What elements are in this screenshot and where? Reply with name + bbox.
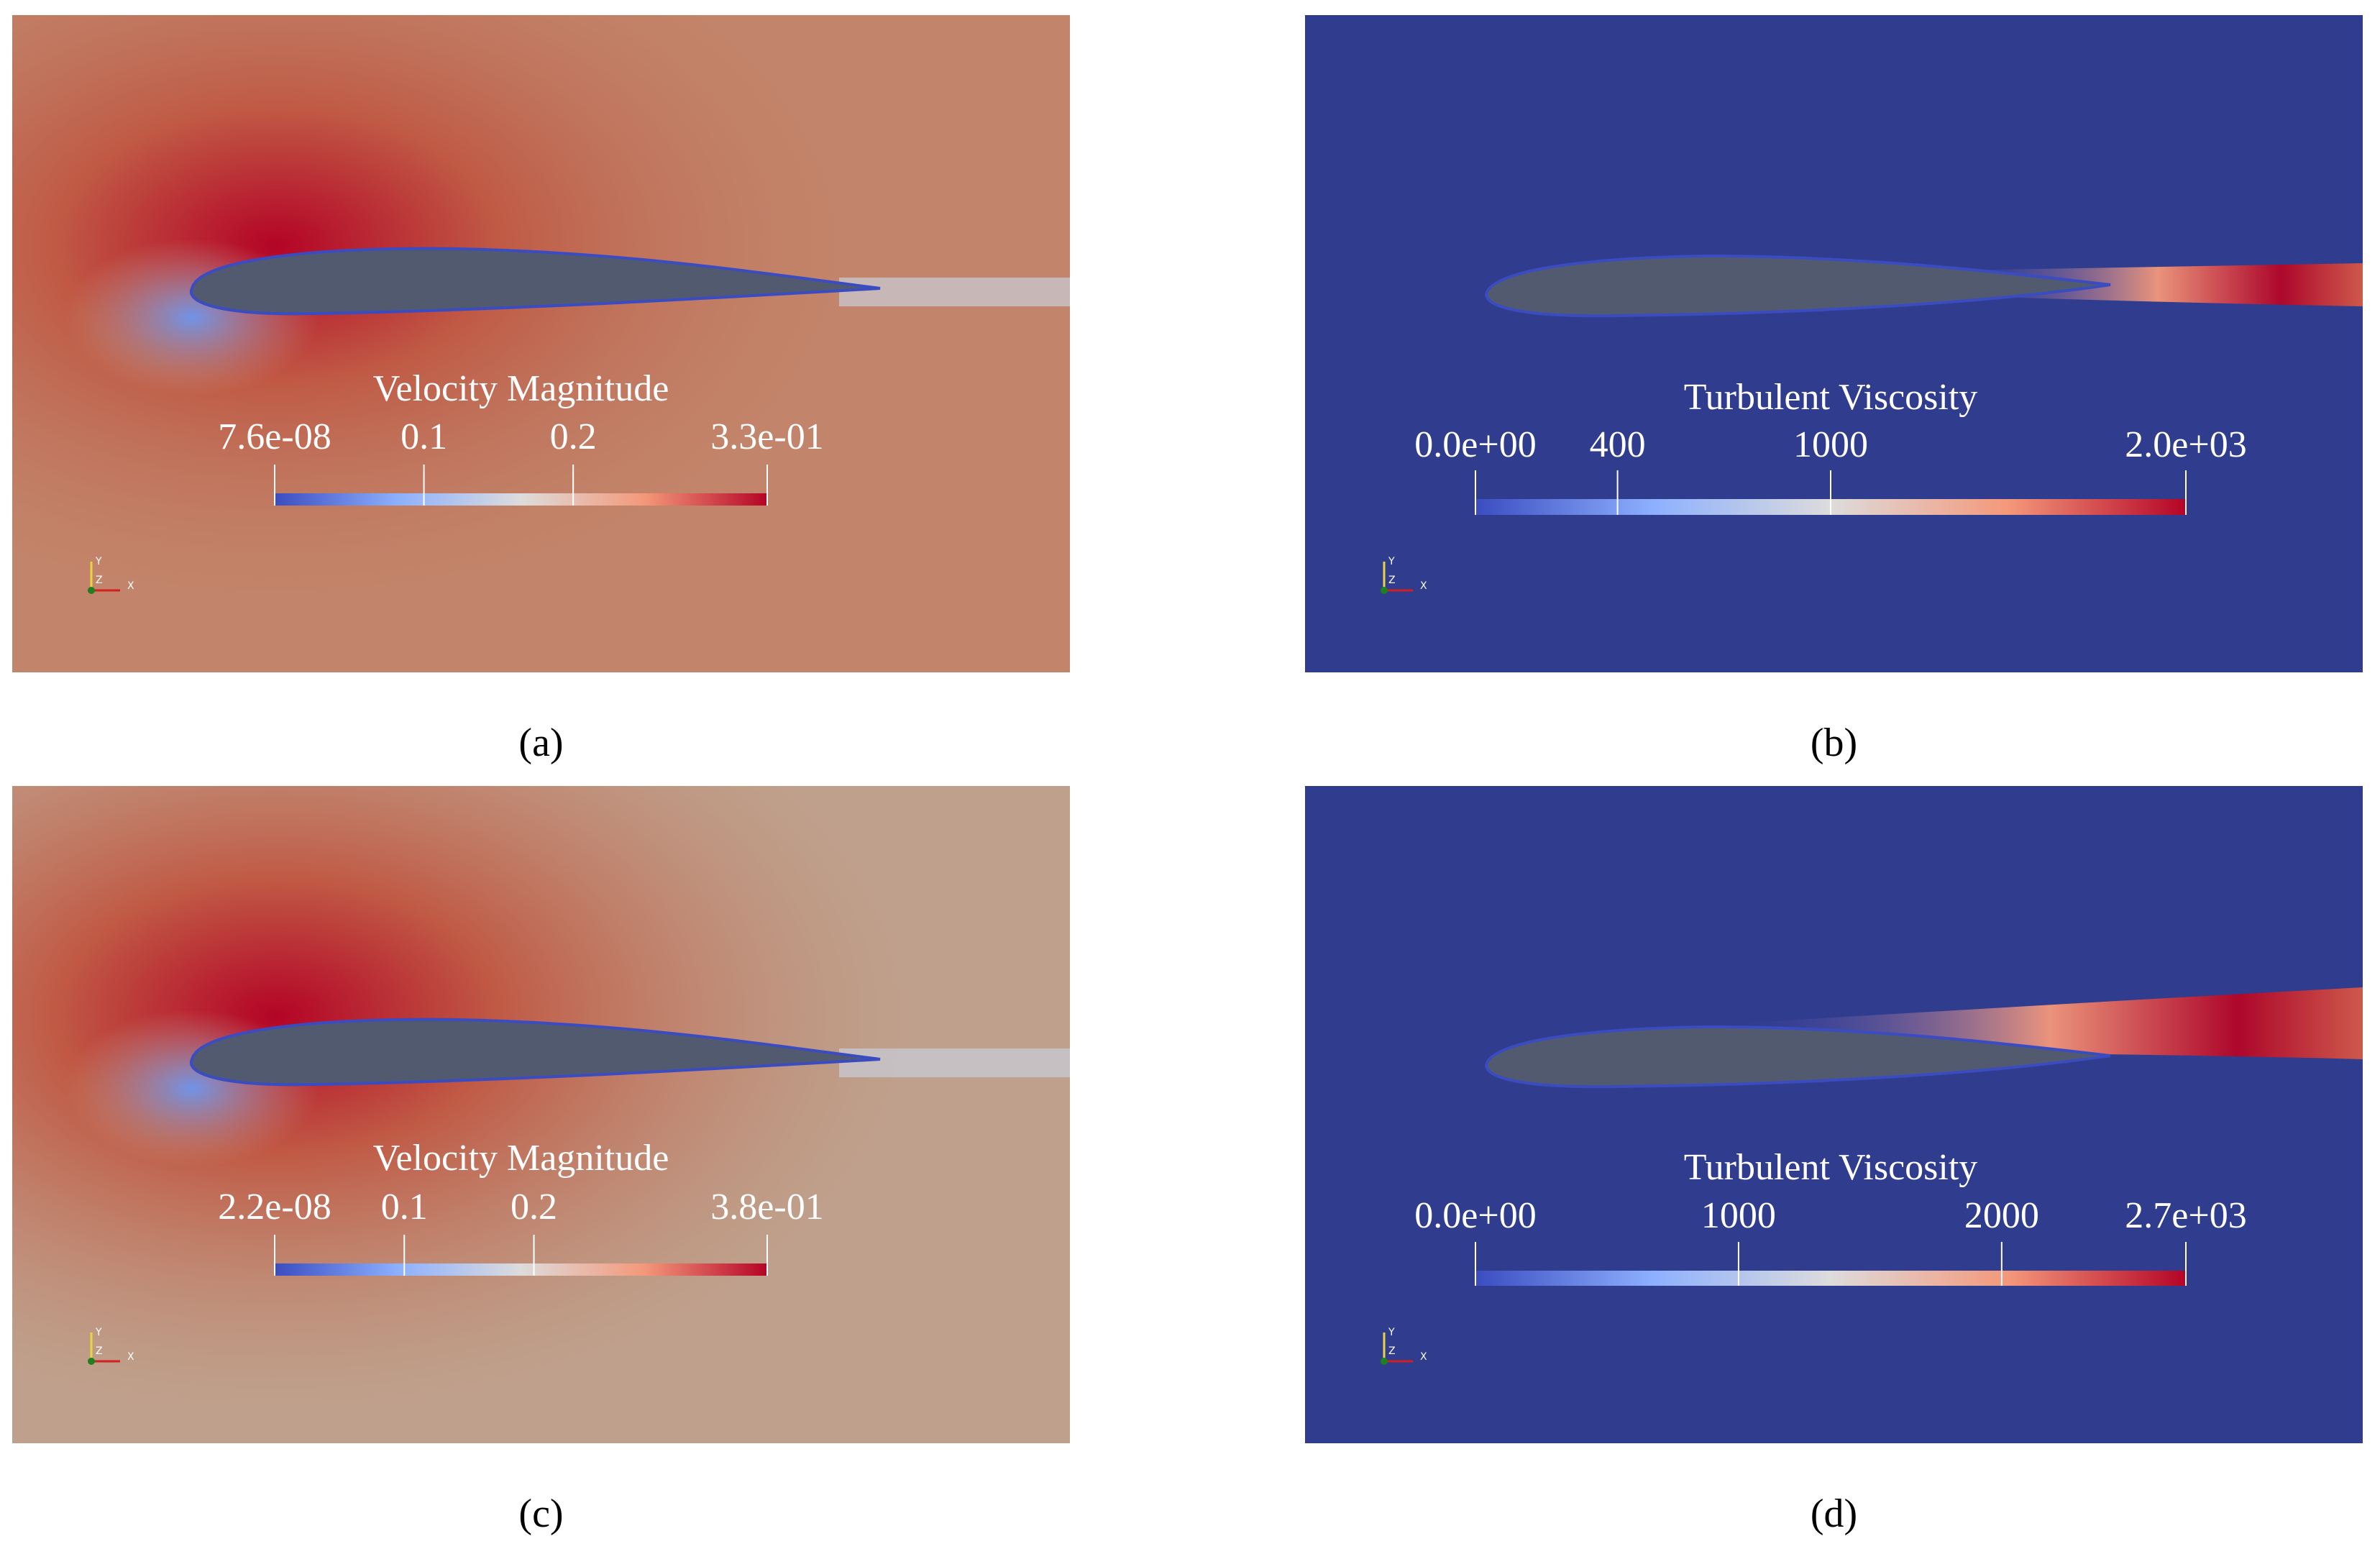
- colorbar-tick-label: 0.2: [550, 416, 597, 457]
- caption: (c): [518, 1491, 563, 1536]
- triad-label: Z: [96, 1345, 103, 1357]
- colorbar: [275, 1263, 767, 1276]
- colorbar-tick-label: 400: [1590, 424, 1646, 465]
- triad-z: [1381, 1358, 1388, 1365]
- colorbar-title: Velocity Magnitude: [373, 1138, 669, 1179]
- colorbar-tick-label: 3.3e-01: [710, 416, 823, 457]
- triad-z: [88, 1358, 95, 1365]
- triad-z: [88, 587, 95, 594]
- field-background: [1305, 786, 2363, 1443]
- wake: [839, 1048, 1070, 1077]
- airfoil: [1485, 254, 2111, 318]
- colorbar: [275, 493, 767, 506]
- field-low: [12, 15, 1070, 672]
- panel: YZ X Velocity Magnitude 2.2e-08 0.1 0.2 3.8e-0…: [12, 786, 1070, 1443]
- colorbar-tick-label: 2.0e+03: [2125, 424, 2246, 465]
- colorbar-tick-label: 7.6e-08: [218, 416, 331, 457]
- triad-label: Z: [1388, 575, 1396, 586]
- colorbar-title: Turbulent Viscosity: [1684, 377, 1978, 418]
- triad-label: X: [127, 580, 134, 592]
- triad-label: Y: [95, 1327, 102, 1338]
- colorbar-tick-label: 2.7e+03: [2125, 1195, 2246, 1236]
- colorbar-tick-label: 0.0e+00: [1414, 424, 1536, 465]
- panel: YZ X Turbulent Viscosity 0.0e+00 400 1000 2.0e…: [1305, 15, 2363, 672]
- airfoil: [189, 247, 881, 316]
- colorbar-tick-label: 2000: [1964, 1195, 2039, 1236]
- colorbar-tick-label: 2.2e-08: [218, 1187, 331, 1228]
- triad-label: Y: [95, 556, 102, 567]
- caption: (b): [1811, 721, 1857, 765]
- wake: [1952, 263, 2363, 306]
- panel: YZ X Turbulent Viscosity 0.0e+00 1000 2000 2.7…: [1305, 786, 2363, 1443]
- colorbar-tick-label: 0.2: [511, 1187, 557, 1228]
- wake: [839, 278, 1070, 306]
- colorbar: [1475, 1271, 2186, 1286]
- colorbar-tick-label: 0.1: [401, 416, 447, 457]
- colorbar-tick-label: 1000: [1701, 1195, 1776, 1236]
- field-background: [1305, 15, 2363, 672]
- triad-label: X: [1420, 1351, 1427, 1363]
- triad-z: [1381, 587, 1388, 594]
- triad-label: X: [1420, 580, 1427, 592]
- colorbar-tick-label: 1000: [1793, 424, 1868, 465]
- triad-label: Z: [1388, 1345, 1396, 1357]
- colorbar-tick-label: 0.0e+00: [1414, 1195, 1536, 1236]
- caption: (d): [1811, 1491, 1857, 1536]
- caption: (a): [518, 721, 563, 765]
- triad-label: Y: [1388, 1327, 1395, 1338]
- colorbar-tick-label: 0.1: [381, 1187, 428, 1228]
- airfoil: [1485, 1025, 2111, 1089]
- triad-label: X: [127, 1351, 134, 1363]
- colorbar-tick-label: 3.8e-01: [710, 1187, 823, 1228]
- triad-label: Z: [96, 575, 103, 586]
- field-low: [12, 786, 1070, 1443]
- colorbar-title: Velocity Magnitude: [373, 368, 669, 409]
- colorbar-title: Turbulent Viscosity: [1684, 1147, 1978, 1188]
- triad-label: Y: [1388, 556, 1395, 567]
- panel: YZ X Velocity Magnitude 7.6e-08 0.1 0.2 3.3e-0…: [12, 15, 1070, 672]
- airfoil: [189, 1018, 881, 1087]
